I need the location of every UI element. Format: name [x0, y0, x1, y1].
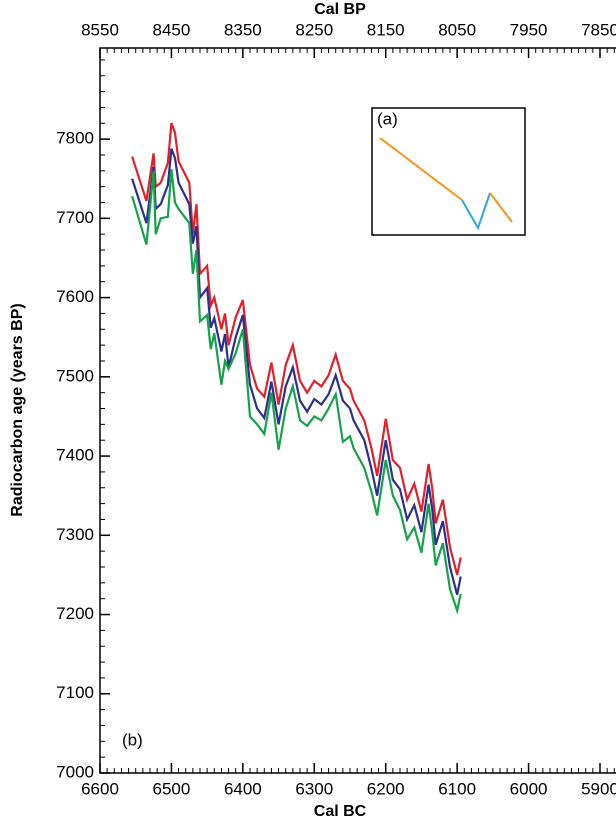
- tick-label: 8150: [367, 20, 405, 39]
- tick-label: 6000: [510, 779, 548, 798]
- tick-label: 5900: [581, 779, 616, 798]
- y-tick-label: 7700: [56, 208, 94, 227]
- y-tick-label: 7400: [56, 446, 94, 465]
- series-line: [131, 148, 462, 595]
- y-tick-label: 7300: [56, 525, 94, 544]
- x2-axis-label: Cal BP: [314, 1, 366, 18]
- panel-label: (b): [122, 730, 143, 749]
- tick-label: 6400: [224, 779, 262, 798]
- tick-label: 6200: [367, 779, 405, 798]
- tick-label: 8550: [81, 20, 119, 39]
- y-tick-label: 7600: [56, 287, 94, 306]
- tick-label: 6500: [153, 779, 191, 798]
- series-line: [131, 122, 462, 576]
- y-tick-label: 7500: [56, 366, 94, 385]
- tick-label: 6100: [438, 779, 476, 798]
- y-tick-label: 7100: [56, 683, 94, 702]
- tick-label: 7950: [510, 20, 548, 39]
- inset-label: (a): [377, 109, 398, 128]
- frame: [99, 47, 616, 774]
- inset-box: [371, 107, 526, 236]
- tick-label: 8350: [224, 20, 262, 39]
- tick-label: 8050: [438, 20, 476, 39]
- y-tick-label: 7000: [56, 762, 94, 781]
- tick-label: 6300: [295, 779, 333, 798]
- tick-label: 6600: [81, 779, 119, 798]
- tick-label: 7850: [581, 20, 616, 39]
- y-axis-label: Radiocarbon age (years BP): [9, 303, 26, 516]
- inset-line: [489, 192, 513, 223]
- tick-label: 8450: [153, 20, 191, 39]
- y-tick-label: 7800: [56, 129, 94, 148]
- x-axis-label: Cal BC: [314, 803, 367, 820]
- inset-line: [379, 137, 463, 201]
- tick-label: 8250: [295, 20, 333, 39]
- y-tick-label: 7200: [56, 604, 94, 623]
- inset-line: [461, 192, 491, 231]
- series-line: [131, 169, 462, 615]
